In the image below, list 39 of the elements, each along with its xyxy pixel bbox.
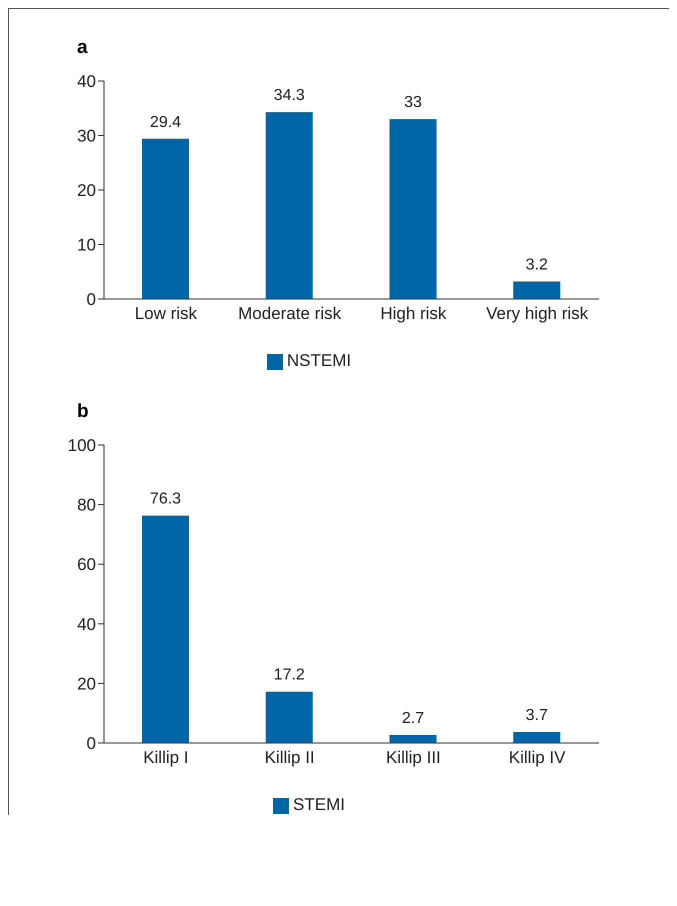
y-tick-label: 30 [77,126,96,146]
bar [390,119,436,299]
y-tick-label: 100 [68,436,96,456]
data-label: 33 [404,94,422,112]
chart-title: b [77,401,90,423]
y-tick-label: 10 [77,236,96,255]
bar [513,282,560,299]
data-label: 17.2 [274,666,305,684]
x-tick-label: Very high risk [486,304,589,324]
bar [142,138,189,299]
x-tick-label: Low risk [134,304,198,324]
chart-title: a [77,37,89,59]
y-tick-label: 60 [77,555,96,574]
x-tick-label: High risk [380,304,447,324]
y-tick-label: 0 [86,734,96,754]
y-tick-label: 40 [77,72,96,92]
data-label: 3.7 [526,706,548,724]
y-tick-label: 20 [77,674,96,694]
data-label: 3.2 [526,256,548,274]
legend-label: STEMI [293,795,345,814]
x-tick-label: Moderate risk [238,304,342,324]
x-tick-label: Killip IV [508,748,566,768]
bar [513,732,560,743]
legend-label: NSTEMI [286,351,352,370]
y-tick-label: 0 [86,290,96,310]
data-label: 76.3 [150,490,182,508]
y-tick-label: 80 [77,496,96,515]
y-tick-label: 20 [77,181,96,200]
x-tick-label: Killip I [143,748,189,768]
bar [390,734,436,743]
y-tick-label: 40 [77,614,96,634]
bar [142,516,189,743]
x-tick-label: Killip II [264,748,315,768]
bar [266,692,313,743]
bar [266,112,313,299]
x-tick-label: Killip III [386,748,441,768]
data-label: 29.4 [150,114,182,131]
data-label: 34.3 [274,87,305,104]
data-label: 2.7 [402,710,424,727]
